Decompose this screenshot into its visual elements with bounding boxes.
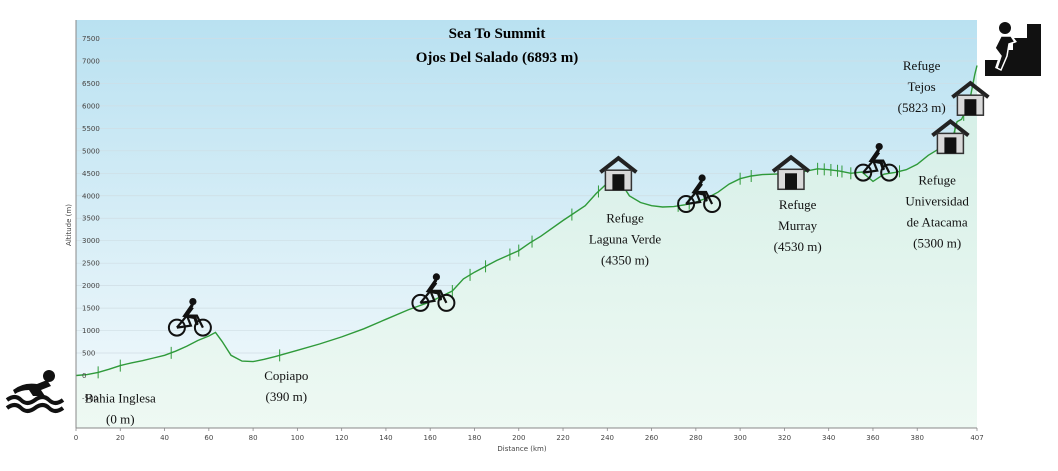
chart-title: Sea To Summit (449, 26, 546, 42)
y-tick-label: 1500 (82, 305, 100, 313)
annotation-line: (4530 m) (774, 239, 822, 254)
chart-subtitle: Ojos Del Salado (6893 m) (416, 50, 579, 66)
annotation-line: Murray (778, 218, 817, 233)
x-tick-label: 220 (556, 434, 569, 442)
y-tick-label: 2500 (82, 260, 100, 268)
x-tick-label: 140 (379, 434, 392, 442)
annotation-line: Refuge (606, 211, 644, 226)
y-tick-label: 4000 (82, 192, 100, 200)
y-tick-label: 6500 (82, 80, 100, 88)
x-tick-label: 320 (778, 434, 791, 442)
bicycle-icon (167, 298, 212, 337)
x-tick-label: 200 (512, 434, 525, 442)
y-tick-label: 7500 (82, 35, 100, 43)
x-tick-label: 120 (335, 434, 348, 442)
place-annotation: Refuge Tejos (5823 m) (898, 58, 946, 115)
x-axis-ticks: 0 20 40 60 80 100 120 140 160 180 200 220 240 260 280 3… (74, 428, 984, 442)
x-tick-label: 160 (424, 434, 437, 442)
climber-icon (985, 20, 1041, 76)
x-tick-label: 280 (689, 434, 702, 442)
bicycle-icon (854, 143, 899, 182)
y-tick-label: 5500 (82, 125, 100, 133)
hut-icon (931, 118, 970, 155)
x-tick-label: 40 (160, 434, 169, 442)
y-tick-label: 1000 (82, 327, 100, 335)
swimmer-icon (5, 370, 65, 413)
y-axis-ticks: -500 0 500 1000 1500 2000 2500 3000 3500 4000 4500… (82, 35, 100, 402)
y-tick-label: 2000 (82, 282, 100, 290)
x-tick-label: 180 (468, 434, 481, 442)
y-tick-label: 4500 (82, 170, 100, 178)
y-tick-label: 5000 (82, 147, 100, 155)
annotation-line: Refuge (779, 197, 817, 212)
hut-icon (599, 155, 638, 191)
x-tick-label: 260 (645, 434, 658, 442)
x-tick-label: 100 (291, 434, 304, 442)
place-annotation: Refuge Laguna Verde (4350 m) (589, 211, 662, 268)
y-axis-title: Altitude (m) (65, 204, 73, 246)
place-annotation: Copiapo (390 m) (264, 368, 308, 404)
elevation-area (76, 65, 977, 428)
y-tick-label: 0 (82, 372, 86, 380)
y-tick-label: 3500 (82, 215, 100, 223)
x-tick-label: 0 (74, 434, 78, 442)
place-annotation: Refuge Universidad de Atacama (5300 m) (905, 173, 969, 251)
annotation-line: de Atacama (907, 215, 968, 230)
y-tick-label: -500 (82, 394, 98, 402)
x-tick-label: 300 (733, 434, 746, 442)
hut-icon (771, 154, 811, 191)
place-annotation: Bahia Inglesa (0 m) (85, 390, 156, 426)
annotation-line: Refuge (903, 58, 941, 73)
place-annotation: Refuge Murray (4530 m) (774, 197, 822, 254)
y-tick-label: 6000 (82, 102, 100, 110)
annotation-line: (390 m) (266, 389, 308, 404)
markers (167, 80, 990, 337)
hut-icon (951, 80, 990, 116)
y-tick-label: 3000 (82, 237, 100, 245)
x-tick-label: 407 (970, 434, 983, 442)
annotation-line: (0 m) (106, 411, 135, 426)
x-tick-label: 360 (866, 434, 879, 442)
x-tick-label: 20 (116, 434, 125, 442)
bicycle-icon (411, 273, 456, 312)
annotation-line: (4350 m) (601, 253, 649, 268)
x-tick-label: 80 (249, 434, 258, 442)
annotation-line: (5823 m) (898, 100, 946, 115)
x-tick-label: 240 (601, 434, 614, 442)
annotation-line: Copiapo (264, 368, 308, 383)
x-axis-title: Distance (km) (497, 445, 546, 453)
x-tick-label: 60 (204, 434, 213, 442)
annotation-line: Laguna Verde (589, 232, 662, 247)
annotation-line: Universidad (905, 194, 969, 209)
y-tick-label: 500 (82, 350, 95, 358)
annotations: Bahia Inglesa (0 m) Copiapo (390 m) Refuge La… (85, 58, 970, 427)
y-tick-label: 7000 (82, 57, 100, 65)
annotation-line: (5300 m) (913, 236, 961, 251)
annotation-line: Refuge (918, 173, 956, 188)
bicycle-icon (677, 174, 722, 213)
x-tick-label: 380 (911, 434, 924, 442)
annotation-line: Bahia Inglesa (85, 390, 156, 405)
annotation-line: Tejos (908, 79, 936, 94)
x-tick-label: 340 (822, 434, 835, 442)
